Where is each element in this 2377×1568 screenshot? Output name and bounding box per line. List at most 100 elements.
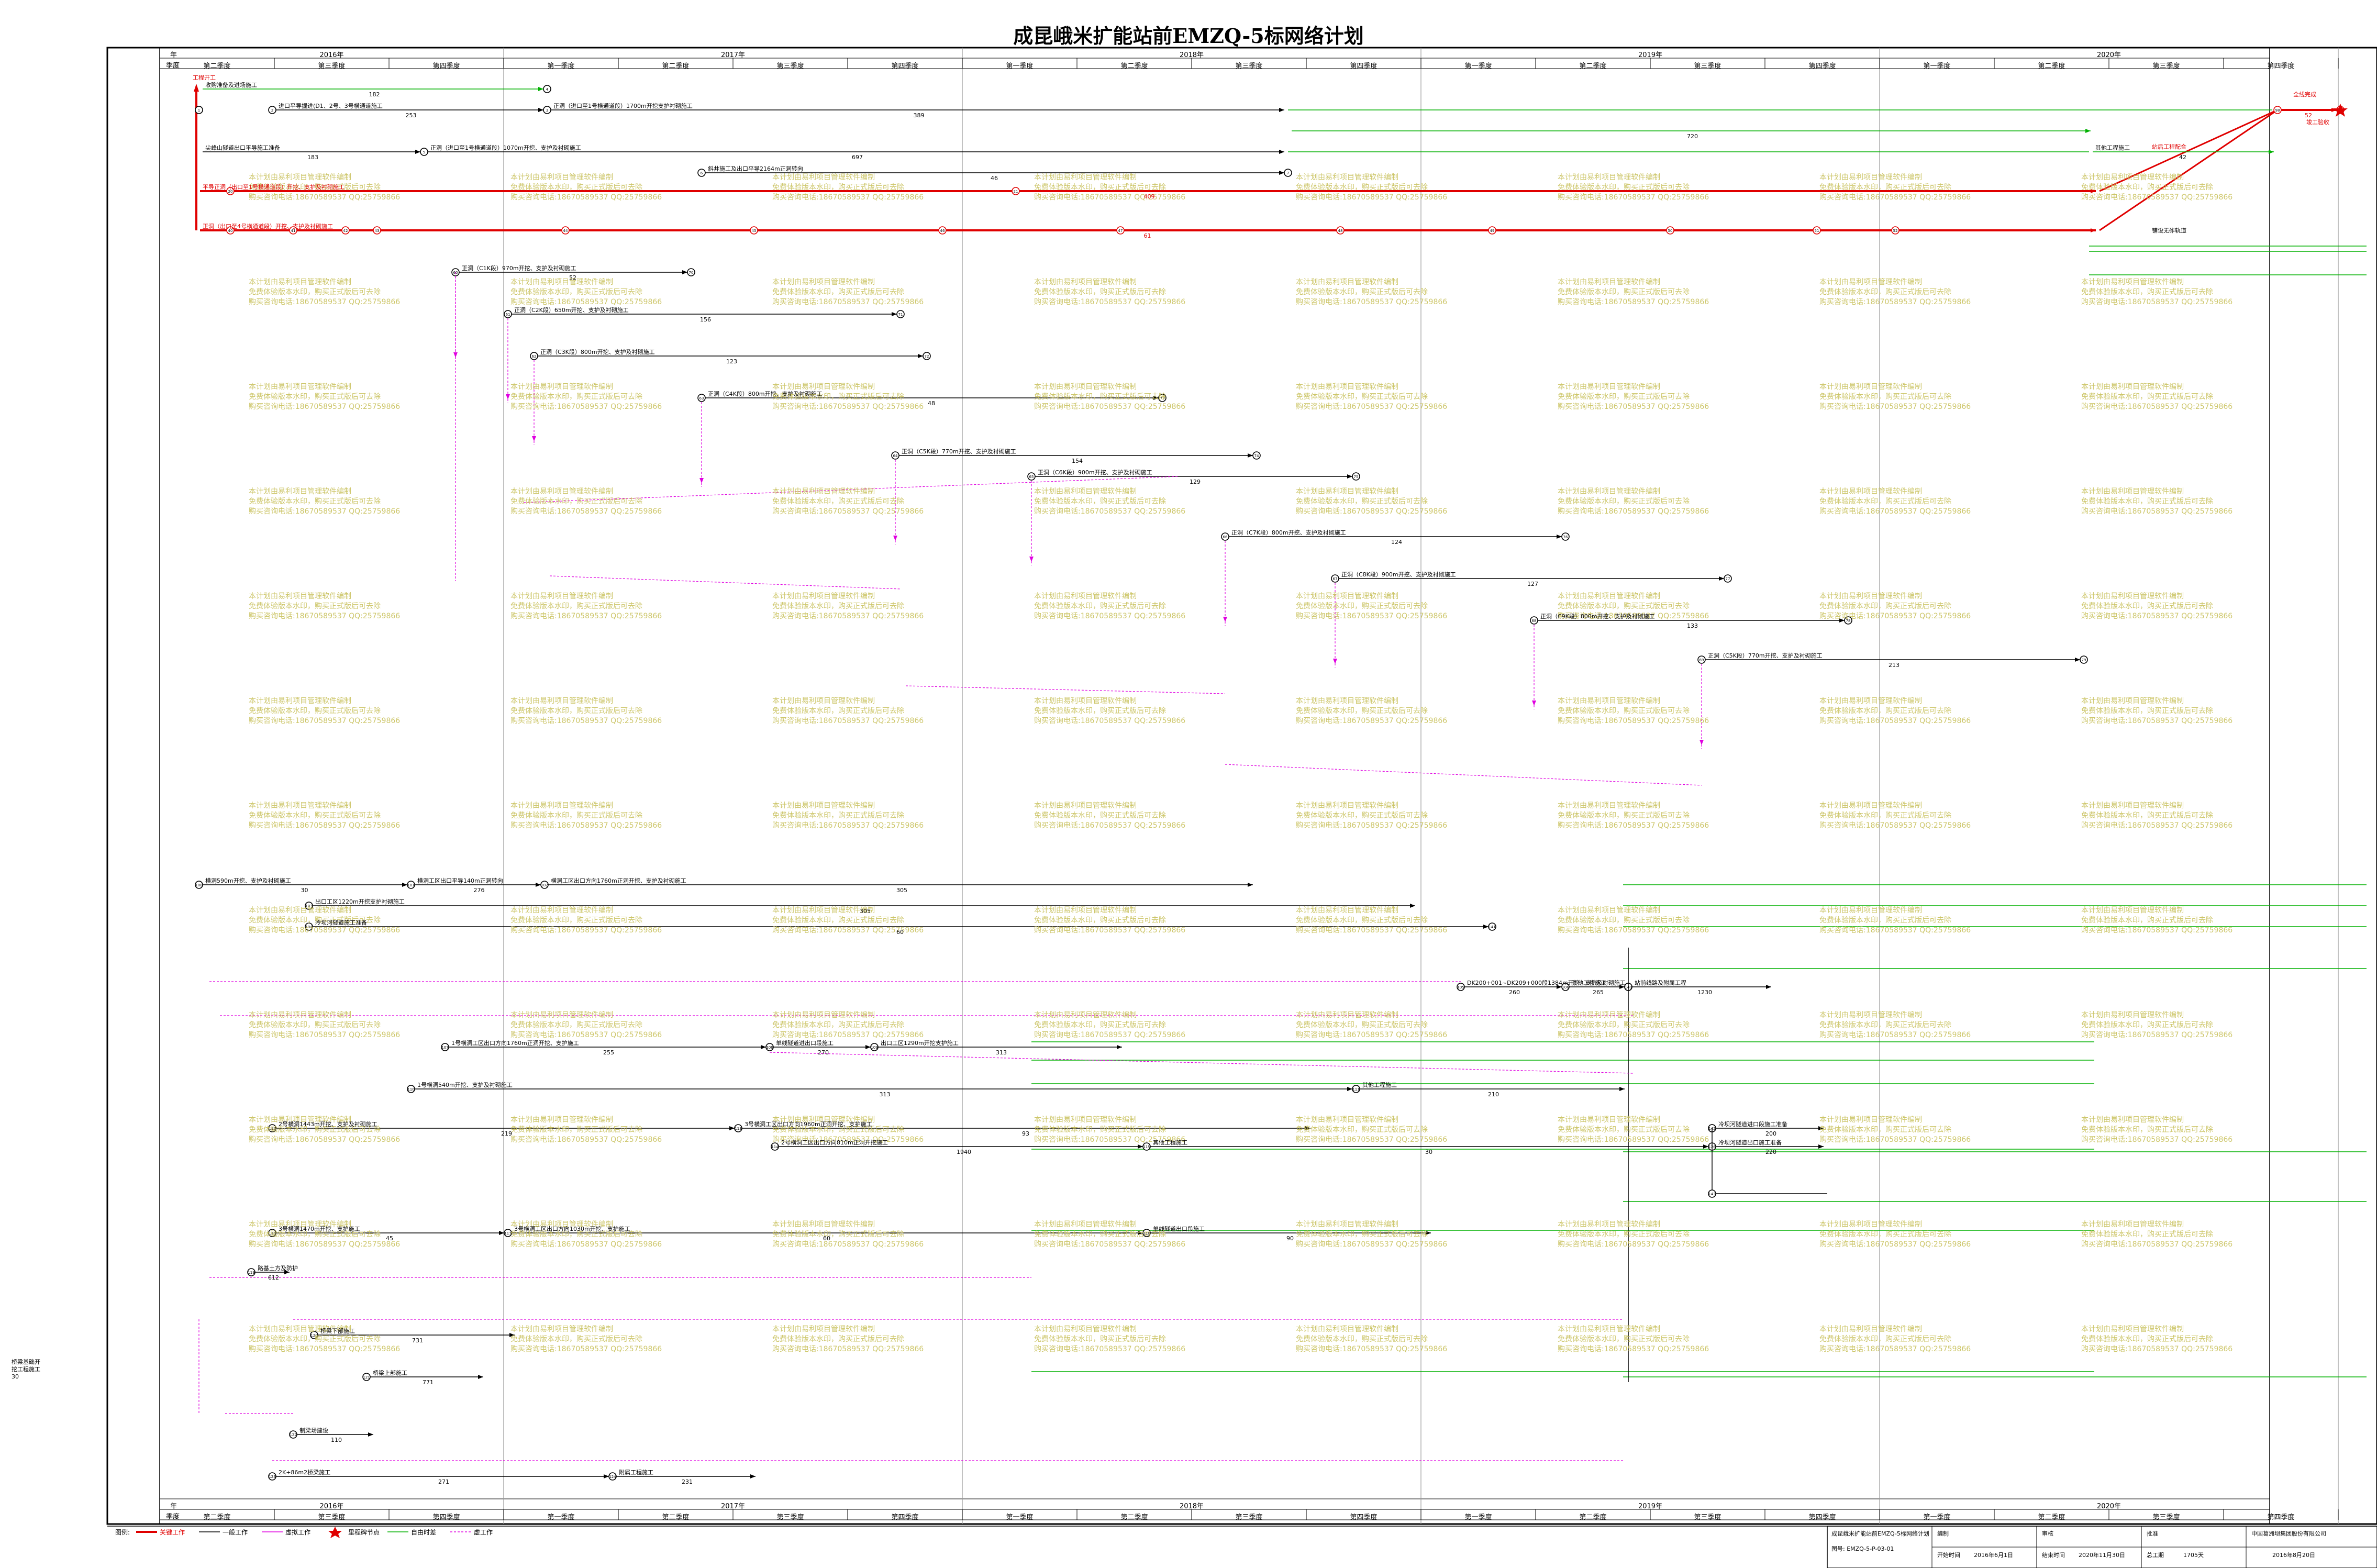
- watermark-line3: 购买咨询电话:18670589537 QQ:25759866: [772, 298, 924, 306]
- watermark-line1: 本计划由易利项目管理软件编制: [772, 1116, 875, 1124]
- watermark: 本计划由易利项目管理软件编制 免费体验版本水印，购买正式版后可去除 购买咨询电话:1…: [1819, 277, 1971, 307]
- watermark: 本计划由易利项目管理软件编制 免费体验版本水印，购买正式版后可去除 购买咨询电话:1…: [249, 382, 400, 412]
- event-node: [896, 310, 905, 318]
- arrow-head: [2269, 150, 2274, 154]
- watermark-line2: 免费体验版本水印，购买正式版后可去除: [1296, 1021, 1428, 1029]
- watermark-line1: 本计划由易利项目管理软件编制: [1034, 802, 1137, 810]
- watermark-line1: 本计划由易利项目管理软件编制: [249, 173, 351, 182]
- watermark-line2: 免费体验版本水印，购买正式版后可去除: [510, 916, 642, 925]
- quarter-cell: 第二季度: [1579, 62, 1607, 70]
- event-node: [1708, 1189, 1716, 1198]
- watermark-line2: 免费体验版本水印，购买正式版后可去除: [2081, 497, 2213, 506]
- watermark: 本计划由易利项目管理软件编制 免费体验版本水印，购买正式版后可去除 购买咨询电话:1…: [510, 277, 662, 307]
- watermark: 本计划由易利项目管理软件编制 免费体验版本水印，购买正式版后可去除 购买咨询电话:1…: [1558, 1220, 1709, 1250]
- watermark-line2: 免费体验版本水印，购买正式版后可去除: [1296, 393, 1428, 401]
- watermark-line1: 本计划由易利项目管理软件编制: [510, 802, 613, 810]
- node-number: 64: [893, 454, 898, 458]
- watermark-line1: 本计划由易利项目管理软件编制: [1819, 383, 1922, 391]
- watermark-line3: 购买咨询电话:18670589537 QQ:25759866: [510, 926, 662, 935]
- watermark: 本计划由易利项目管理软件编制 免费体验版本水印，购买正式版后可去除 购买咨询电话:1…: [1296, 277, 1447, 307]
- quarter-cell: 第三季度: [2152, 62, 2180, 70]
- event-node: [1158, 394, 1167, 402]
- node-number: 46: [940, 229, 945, 233]
- node-number: 76: [1563, 535, 1568, 539]
- event-node: [1252, 451, 1261, 460]
- task-label: 附属工程施工: [619, 1469, 653, 1476]
- watermark-line1: 本计划由易利项目管理软件编制: [772, 906, 875, 915]
- watermark-line1: 本计划由易利项目管理软件编制: [772, 1325, 875, 1333]
- event-node: [1488, 922, 1496, 931]
- task-label: 正洞（C5K段）770m开挖、支护及衬砌施工: [902, 448, 1016, 455]
- watermark-line1: 本计划由易利项目管理软件编制: [1819, 1011, 1922, 1019]
- watermark-line2: 免费体验版本水印，购买正式版后可去除: [249, 1021, 381, 1029]
- watermark-line3: 购买咨询电话:18670589537 QQ:25759866: [1296, 1240, 1448, 1249]
- watermark-line1: 本计划由易利项目管理软件编制: [1819, 592, 1922, 600]
- event-node: [373, 226, 381, 235]
- watermark-line2: 免费体验版本水印，购买正式版后可去除: [249, 1126, 381, 1134]
- node-number: 21: [1014, 190, 1018, 194]
- watermark: 本计划由易利项目管理软件编制 免费体验版本水印，购买正式版后可去除 购买咨询电话:1…: [510, 173, 662, 203]
- arrow-head: [1279, 108, 1284, 112]
- task-label: 697: [852, 154, 863, 161]
- watermark-line3: 购买咨询电话:18670589537 QQ:25759866: [1558, 1240, 1709, 1249]
- watermark-line2: 免费体验版本水印，购买正式版后可去除: [249, 183, 381, 192]
- task-label: 进口平导掘进(D1、2号、3号横通道施工: [279, 103, 383, 109]
- task-label: 正洞（C4K段）800m开挖、支护及衬砌施工: [708, 391, 823, 397]
- node-number: 61: [506, 313, 510, 317]
- quarter-cell: 第三季度: [2152, 1514, 2180, 1521]
- node-number: 70: [689, 271, 694, 275]
- task-label: 正洞（C5K段）770m开挖、支护及衬砌施工: [1708, 652, 1823, 659]
- watermark: 本计划由易利项目管理软件编制 免费体验版本水印，购买正式版后可去除 购买咨询电话:1…: [772, 906, 924, 936]
- task-label: 正洞（出口至4号横通道段）开挖、支护及衬砌施工: [203, 223, 333, 230]
- legend-item: 虚工作: [474, 1529, 493, 1536]
- task-label: 30: [301, 887, 308, 894]
- task-label: 305: [860, 908, 871, 915]
- node-number: 118: [1143, 1231, 1150, 1236]
- arrow-head: [1557, 535, 1562, 539]
- watermark-line2: 免费体验版本水印，购买正式版后可去除: [510, 811, 642, 820]
- title-block: [1827, 1526, 2377, 1568]
- watermark-line1: 本计划由易利项目管理软件编制: [2081, 487, 2184, 496]
- quarter-cell: 第一季度: [1006, 62, 1034, 70]
- task-label: 30: [1425, 1149, 1432, 1155]
- node-number: 107: [441, 1046, 448, 1050]
- watermark: 本计划由易利项目管理软件编制 免费体验版本水印，购买正式版后可去除 购买咨询电话:1…: [1034, 1220, 1185, 1250]
- watermark-line3: 购买咨询电话:18670589537 QQ:25759866: [1034, 1240, 1186, 1249]
- watermark-line2: 免费体验版本水印，购买正式版后可去除: [2081, 1021, 2213, 1029]
- watermark-line1: 本计划由易利项目管理软件编制: [1296, 1220, 1398, 1229]
- node-number: 65: [1029, 475, 1034, 479]
- arrow-head: [1700, 740, 1704, 745]
- watermark: 本计划由易利项目管理软件编制 免费体验版本水印，购买正式版后可去除 购买咨询电话:1…: [772, 173, 924, 203]
- start-star-icon: [194, 84, 199, 92]
- watermark-line3: 购买咨询电话:18670589537 QQ:25759866: [510, 403, 662, 411]
- footer-end-label: 结束时间: [2042, 1552, 2065, 1559]
- left-note-value: 30: [12, 1373, 19, 1380]
- task-label: 123: [726, 358, 737, 365]
- watermark: 本计划由易利项目管理软件编制 免费体验版本水印，购买正式版后可去除 购买咨询电话:1…: [1034, 906, 1185, 936]
- footer-start-value: 2016年6月1日: [1974, 1552, 2013, 1559]
- watermark: 本计划由易利项目管理软件编制 免费体验版本水印，购买正式版后可去除 购买咨询电话:1…: [510, 1010, 662, 1040]
- watermark-line2: 免费体验版本水印，购买正式版后可去除: [1034, 1021, 1166, 1029]
- task-label: 276: [473, 887, 485, 894]
- watermark-line3: 购买咨询电话:18670589537 QQ:25759866: [249, 507, 401, 516]
- watermark-line2: 免费体验版本水印，购买正式版后可去除: [249, 916, 381, 925]
- watermark-line3: 购买咨询电话:18670589537 QQ:25759866: [2081, 717, 2233, 725]
- watermark-line1: 本计划由易利项目管理软件编制: [2081, 383, 2184, 391]
- watermark: 本计划由易利项目管理软件编制 免费体验版本水印，购买正式版后可去除 购买咨询电话:1…: [1034, 382, 1185, 412]
- watermark-line1: 本计划由易利项目管理软件编制: [249, 592, 351, 600]
- task-label: 桥梁下部施工: [320, 1328, 355, 1335]
- watermark-line3: 购买咨询电话:18670589537 QQ:25759866: [510, 821, 662, 830]
- footer-company: 中国葛洲坝集团股份有限公司: [2251, 1530, 2326, 1537]
- watermark-line3: 购买咨询电话:18670589537 QQ:25759866: [2081, 926, 2233, 935]
- watermark-line1: 本计划由易利项目管理软件编制: [2081, 1220, 2184, 1229]
- watermark: 本计划由易利项目管理软件编制 免费体验版本水印，购买正式版后可去除 购买咨询电话:1…: [1296, 1325, 1447, 1354]
- arrow-head: [1557, 985, 1562, 989]
- quarter-cell: 第四季度: [891, 1514, 919, 1521]
- watermark-line1: 本计划由易利项目管理软件编制: [249, 383, 351, 391]
- node-number: 113: [735, 1127, 741, 1131]
- watermark: 本计划由易利项目管理软件编制 免费体验版本水印，购买正式版后可去除 购买咨询电话:1…: [1296, 1115, 1447, 1145]
- node-number: 49: [1490, 229, 1495, 233]
- finish-star-icon: [2333, 104, 2348, 117]
- watermark-line2: 免费体验版本水印，购买正式版后可去除: [249, 497, 381, 506]
- watermark: 本计划由易利项目管理软件编制 免费体验版本水印，购买正式版后可去除 购买咨询电话:1…: [510, 906, 662, 936]
